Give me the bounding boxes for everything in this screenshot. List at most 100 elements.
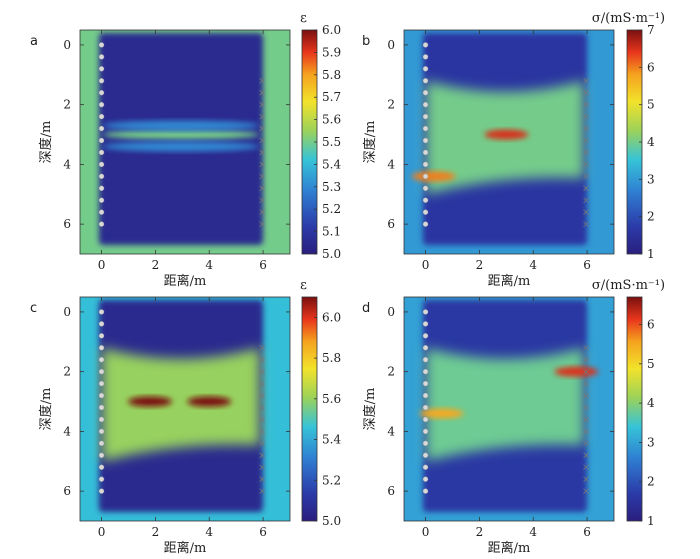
- y-tick-label: 2: [63, 365, 71, 379]
- feature-anomaly: [484, 129, 529, 140]
- x-tick-label: 6: [259, 258, 267, 272]
- x-axis-label: 距离/m: [488, 273, 531, 289]
- source-marker: [422, 369, 429, 375]
- y-tick-label: 2: [63, 98, 71, 112]
- receiver-marker: [259, 368, 265, 375]
- source-marker: [422, 78, 429, 84]
- feature-anomaly: [554, 366, 599, 377]
- source-marker: [98, 380, 105, 387]
- plot-area: [80, 30, 290, 254]
- x-tick-label: 4: [205, 258, 213, 272]
- receiver-marker: [259, 221, 265, 227]
- source-marker: [422, 173, 429, 179]
- receiver-marker: [583, 416, 589, 423]
- source-marker: [98, 333, 105, 339]
- x-tick-label: 4: [529, 258, 537, 272]
- y-axis-label: 深度/m: [38, 388, 54, 431]
- receiver-marker: [583, 464, 589, 471]
- source-marker: [422, 321, 429, 327]
- source-marker: [422, 380, 429, 387]
- colorbar-tick-label: 5.3: [322, 180, 341, 194]
- colorbar: ε 6.0 5.8 5.6 5.4 5.2 5.0: [300, 278, 341, 528]
- source-marker: [422, 333, 429, 339]
- colorbar-tick-label: 4: [647, 135, 655, 149]
- source-marker: [98, 452, 105, 458]
- colorbar-tick-label: 5.7: [322, 90, 341, 104]
- source-marker: [98, 78, 105, 84]
- receiver-marker: [583, 137, 589, 144]
- receiver-marker: [583, 488, 589, 494]
- y-tick-label: 4: [63, 157, 71, 171]
- y-tick-label: 6: [387, 217, 395, 231]
- source-marker: [98, 66, 105, 72]
- source-marker: [422, 149, 429, 156]
- colorbar-tick-label: 5.0: [322, 514, 341, 528]
- panel-a: 0 2 4 6 0 2 4 6 距离/m 深度/m a ε 6.0 5.9 5.8 5.7 5.6 5.5 5.4 5…: [30, 11, 341, 289]
- receiver-marker: [583, 149, 589, 156]
- source-marker: [98, 345, 105, 351]
- colorbar-tick-label: 5.6: [322, 392, 341, 406]
- colorbar-tick-label: 5.4: [322, 157, 341, 171]
- receiver-marker: [259, 185, 265, 192]
- colorbar-tick-label: 5.8: [322, 351, 341, 365]
- x-tick-label: 2: [476, 525, 484, 539]
- plot-area: [404, 30, 614, 254]
- receiver-marker: [583, 209, 589, 215]
- colorbar-tick-label: 3: [647, 435, 655, 449]
- source-marker: [98, 404, 105, 411]
- source-marker: [98, 42, 105, 48]
- source-marker: [422, 54, 429, 60]
- y-tick-label: 6: [387, 484, 395, 498]
- source-marker: [98, 440, 105, 446]
- feature-anomaly: [128, 396, 172, 407]
- receiver-marker: [259, 113, 265, 120]
- source-marker: [98, 488, 105, 494]
- x-tick-label: 0: [422, 258, 430, 272]
- panel-b: 0 2 4 6 0 2 4 6 距离/m 深度/m b σ/(mS·m⁻¹)7 6 5 4 3 2 1: [362, 11, 665, 289]
- receiver-marker: [583, 368, 589, 375]
- colorbar-tick-label: 2: [647, 210, 655, 224]
- y-tick-label: 6: [63, 217, 71, 231]
- receiver-marker: [259, 344, 265, 351]
- receiver-marker: [583, 452, 589, 459]
- receiver-marker: [259, 125, 265, 132]
- source-marker: [98, 369, 105, 375]
- colorbar-tick-label: 1: [647, 247, 655, 261]
- y-axis-label: 深度/m: [362, 388, 378, 431]
- receiver-marker: [583, 392, 589, 399]
- plot-frame: [79, 296, 291, 522]
- source-marker: [98, 161, 105, 168]
- colorbar-tick-label: 5: [647, 357, 655, 371]
- y-tick-label: 2: [387, 365, 395, 379]
- receiver-marker: [259, 392, 265, 399]
- colorbar-tick-label: 4: [647, 396, 655, 410]
- source-marker: [422, 488, 429, 494]
- colorbar-scale: [626, 296, 643, 522]
- source-marker: [98, 185, 105, 191]
- source-marker: [98, 137, 105, 144]
- colorbar-tick-label: 2: [647, 475, 655, 489]
- receiver-marker: [259, 428, 265, 435]
- receiver-marker: [259, 101, 265, 108]
- receiver-marker: [583, 125, 589, 132]
- x-axis-label: 距离/m: [164, 273, 207, 289]
- receiver-marker: [259, 197, 265, 204]
- receiver-marker: [583, 173, 589, 180]
- receiver-marker: [583, 428, 589, 435]
- source-marker: [422, 197, 429, 203]
- panel-letter: c: [30, 301, 37, 316]
- plot-area: [80, 297, 290, 521]
- colorbar-title: σ/(mS·m⁻¹): [592, 278, 665, 293]
- source-marker: [422, 392, 429, 399]
- receiver-marker: [259, 404, 265, 411]
- receiver-marker: [583, 77, 589, 84]
- source-marker: [422, 90, 429, 96]
- x-tick-label: 2: [152, 258, 160, 272]
- panel-letter: d: [362, 301, 370, 316]
- colorbar-tick-label: 5.5: [322, 135, 341, 149]
- feature-body: [101, 347, 261, 462]
- source-marker: [98, 309, 105, 315]
- source-marker: [98, 125, 105, 132]
- feature-band: [102, 129, 260, 140]
- colorbar-tick-label: 6.0: [322, 310, 341, 324]
